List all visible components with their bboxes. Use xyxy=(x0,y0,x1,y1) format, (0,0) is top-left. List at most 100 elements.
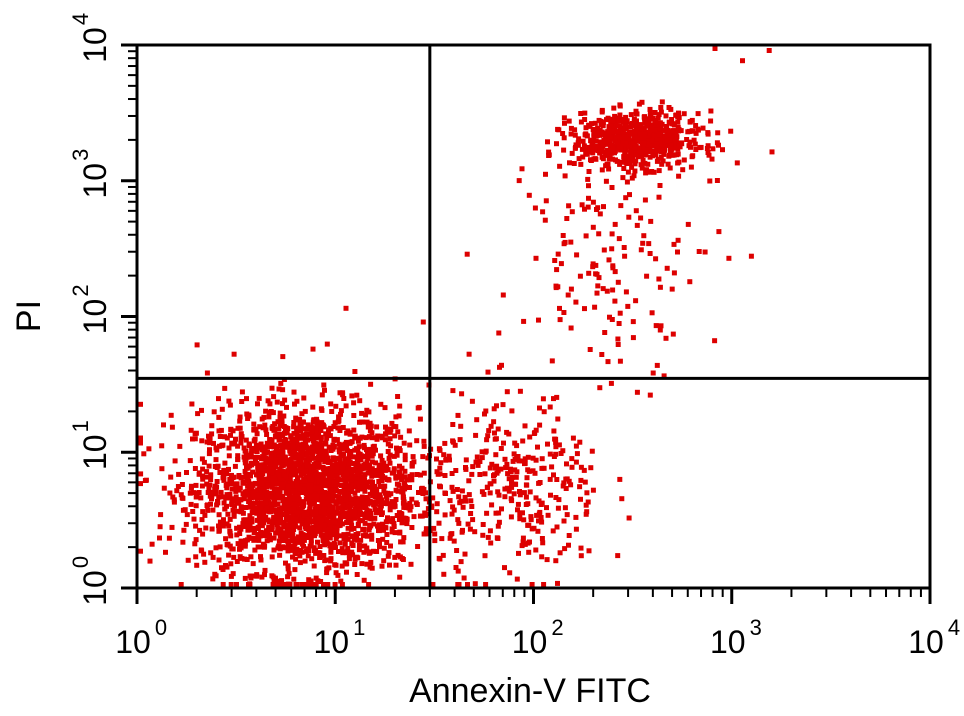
scatter-point xyxy=(340,390,346,396)
scatter-point xyxy=(564,476,570,482)
scatter-point xyxy=(260,425,266,431)
scatter-point xyxy=(650,153,656,159)
scatter-point xyxy=(608,380,614,386)
scatter-point xyxy=(643,170,649,176)
scatter-point xyxy=(645,147,651,153)
scatter-point xyxy=(528,517,534,523)
scatter-point xyxy=(253,489,259,495)
scatter-point xyxy=(292,401,297,407)
scatter-point xyxy=(308,525,314,531)
scatter-point xyxy=(653,148,659,154)
scatter-point xyxy=(675,237,681,243)
scatter-point xyxy=(367,564,373,570)
scatter-point xyxy=(665,161,671,167)
scatter-point xyxy=(696,249,702,254)
scatter-point xyxy=(385,553,391,559)
scatter-point xyxy=(323,440,329,446)
scatter-point xyxy=(610,287,616,293)
scatter-point xyxy=(705,130,711,136)
scatter-point xyxy=(324,480,330,485)
scatter-point xyxy=(289,538,295,544)
scatter-point xyxy=(238,538,244,544)
scatter-point xyxy=(661,373,667,379)
scatter-point xyxy=(572,127,578,133)
scatter-point xyxy=(578,553,584,559)
scatter-point xyxy=(517,511,523,517)
scatter-point xyxy=(450,439,456,445)
scatter-point xyxy=(672,145,678,151)
scatter-point xyxy=(227,530,233,536)
scatter-point xyxy=(585,176,591,182)
scatter-point xyxy=(514,576,520,582)
scatter-point xyxy=(284,469,290,475)
scatter-point xyxy=(640,144,646,150)
scatter-point xyxy=(642,116,648,122)
scatter-point xyxy=(626,515,632,521)
scatter-point xyxy=(409,461,415,466)
scatter-point xyxy=(191,490,196,496)
scatter-point xyxy=(523,502,529,507)
scatter-point xyxy=(291,424,297,430)
scatter-point xyxy=(239,389,245,395)
scatter-point xyxy=(158,512,164,518)
scatter-point xyxy=(409,525,415,530)
scatter-point xyxy=(275,517,281,523)
scatter-point xyxy=(292,567,298,573)
scatter-point xyxy=(262,468,268,474)
scatter-point xyxy=(206,451,212,457)
scatter-point xyxy=(200,473,206,479)
scatter-point xyxy=(495,489,501,495)
scatter-point xyxy=(587,123,593,129)
scatter-point xyxy=(459,391,465,397)
scatter-point xyxy=(345,500,351,506)
scatter-point xyxy=(287,464,293,470)
scatter-point xyxy=(352,556,358,562)
scatter-point xyxy=(315,578,321,584)
scatter-point xyxy=(617,103,623,109)
scatter-point xyxy=(536,511,542,517)
scatter-point xyxy=(193,430,199,436)
scatter-point xyxy=(377,544,382,550)
scatter-point xyxy=(364,419,370,425)
scatter-point xyxy=(356,502,362,508)
scatter-point xyxy=(365,424,371,430)
scatter-point xyxy=(281,443,287,449)
scatter-point xyxy=(263,427,269,433)
scatter-point xyxy=(315,461,321,467)
scatter-point xyxy=(601,204,606,210)
scatter-point xyxy=(485,369,491,375)
scatter-point xyxy=(324,537,330,543)
scatter-point xyxy=(196,470,202,476)
scatter-point xyxy=(583,131,589,137)
scatter-point xyxy=(228,561,234,567)
scatter-point xyxy=(361,474,367,480)
scatter-point xyxy=(238,526,244,532)
scatter-point xyxy=(248,473,253,479)
x-tick-label: 10 4 xyxy=(908,615,960,660)
scatter-point xyxy=(384,463,390,469)
scatter-point xyxy=(248,527,254,533)
scatter-point xyxy=(524,482,530,488)
scatter-point xyxy=(254,445,260,451)
scatter-point xyxy=(520,438,526,444)
scatter-point xyxy=(337,390,343,396)
scatter-point xyxy=(487,465,493,471)
scatter-point xyxy=(502,494,508,500)
scatter-point xyxy=(207,482,213,488)
scatter-point xyxy=(221,500,227,506)
scatter-point xyxy=(373,472,379,478)
scatter-point xyxy=(168,474,174,480)
scatter-point xyxy=(493,465,498,471)
scatter-point xyxy=(379,435,385,441)
scatter-point xyxy=(244,465,250,471)
scatter-point xyxy=(607,314,612,320)
scatter-point xyxy=(263,450,269,456)
scatter-point xyxy=(450,388,456,394)
scatter-point xyxy=(502,565,507,571)
scatter-point xyxy=(715,130,721,136)
scatter-point xyxy=(220,582,226,587)
scatter-point xyxy=(320,498,326,504)
scatter-point xyxy=(235,500,241,506)
scatter-point xyxy=(543,171,548,177)
scatter-point xyxy=(259,490,265,495)
